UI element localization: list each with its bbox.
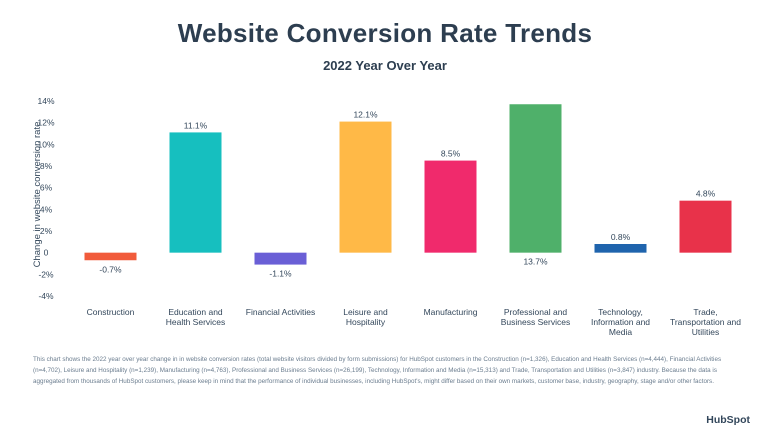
hubspot-logo: HubSpot [706, 414, 750, 426]
chart-subtitle: 2022 Year Over Year [323, 58, 447, 73]
category-label: Utilities [692, 327, 719, 337]
category-label: Business Services [501, 317, 570, 327]
y-tick-label: 12% [37, 118, 54, 128]
data-label: 13.7% [523, 257, 548, 267]
bar [679, 200, 732, 253]
y-tick-label: 10% [37, 139, 54, 149]
category-label: Technology, [598, 307, 643, 317]
data-label: 4.8% [696, 189, 716, 199]
y-tick-label: -4% [38, 291, 54, 301]
data-label: -1.1% [269, 269, 292, 279]
bar [424, 160, 477, 253]
category-label: Information and [591, 317, 650, 327]
category-label: Leisure and [343, 307, 388, 317]
category-label: Professional and [504, 307, 568, 317]
bar [254, 252, 307, 265]
bar [169, 132, 222, 253]
data-label: 0.8% [611, 232, 631, 242]
data-label: 8.5% [441, 149, 461, 159]
category-label: Health Services [166, 317, 226, 327]
y-tick-label: 4% [40, 204, 53, 214]
y-tick-label: 14% [37, 96, 54, 106]
data-label: 12.1% [353, 110, 378, 120]
y-tick-label: 6% [40, 183, 53, 193]
chart-footnote: This chart shows the 2022 year over year… [33, 356, 722, 385]
category-label: Trade, [693, 307, 717, 317]
y-tick-label: -2% [38, 269, 54, 279]
bar [509, 104, 562, 253]
category-label: Transportation and [670, 317, 741, 327]
bar [339, 121, 392, 253]
category-label: Hospitality [346, 317, 386, 327]
y-axis-title: Change in website conversion rate [32, 122, 43, 268]
bar-chart: 14% 12% 10% 8% 6% 4% 2% 0 -2% -4% Change in websit… [32, 96, 741, 337]
y-tick-label: 8% [40, 161, 53, 171]
y-tick-label: 2% [40, 226, 53, 236]
category-label: Media [609, 327, 632, 337]
bar [594, 244, 647, 253]
chart-title: Website Conversion Rate Trends [177, 18, 593, 48]
category-label: Manufacturing [424, 307, 478, 317]
category-label: Construction [87, 307, 135, 317]
bar [84, 252, 137, 261]
y-tick-label: 0 [44, 248, 49, 258]
data-label: 11.1% [184, 120, 208, 130]
data-label: -0.7% [99, 264, 122, 274]
category-label: Education and [168, 307, 223, 317]
category-label: Financial Activities [246, 307, 315, 317]
